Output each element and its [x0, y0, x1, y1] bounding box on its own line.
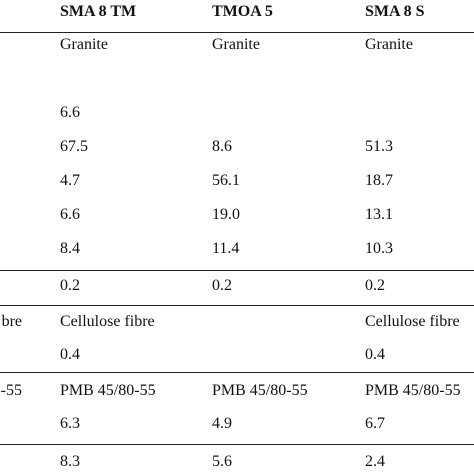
table-cell: Granite — [365, 36, 413, 53]
table-cell: 4.7 — [60, 172, 80, 189]
table-rule — [0, 270, 474, 271]
table-rule — [0, 372, 474, 373]
table-cell: 18.7 — [365, 172, 393, 189]
table-cell: 67.5 — [60, 138, 88, 155]
table-cell: 6.7 — [365, 415, 385, 432]
table-cell: bre — [1, 313, 22, 330]
table-rule — [0, 32, 474, 33]
table-cell: 8.3 — [60, 453, 80, 470]
table-rule — [0, 444, 474, 445]
table-cell: Cellulose fibre — [60, 313, 155, 330]
table-cell: PMB 45/80-55 — [60, 382, 156, 399]
table-cell: 51.3 — [365, 138, 393, 155]
table-cell: 0.4 — [365, 346, 385, 363]
table-cell: Cellulose fibre — [365, 313, 460, 330]
table-cell: 0.2 — [212, 277, 232, 294]
table-cell: 5.6 — [212, 453, 232, 470]
table-cell: 56.1 — [212, 172, 240, 189]
header-cell: SMA 8 S — [365, 3, 425, 20]
table-cell: 13.1 — [365, 206, 393, 223]
table-cell: 2.4 — [365, 453, 385, 470]
table-cell: 4.9 — [212, 415, 232, 432]
table-cell: -55 — [0, 382, 22, 399]
table-cell: 8.6 — [212, 138, 232, 155]
table-cell: 8.4 — [60, 240, 80, 257]
table-cell: 10.3 — [365, 240, 393, 257]
table-cell: 6.6 — [60, 206, 80, 223]
table-cell: 6.6 — [60, 104, 80, 121]
header-cell: SMA 8 TM — [60, 3, 137, 20]
table-cell: 6.3 — [60, 415, 80, 432]
table-cell: 0.2 — [60, 277, 80, 294]
table-cell: 19.0 — [212, 206, 240, 223]
table-cell: Granite — [60, 36, 108, 53]
table-cell: 11.4 — [212, 240, 240, 257]
table-cell: Granite — [212, 36, 260, 53]
table-cell: 0.2 — [365, 277, 385, 294]
table-cell: PMB 45/80-55 — [212, 382, 308, 399]
table-cell: 0.4 — [60, 346, 80, 363]
table-cell: PMB 45/80-55 — [365, 382, 461, 399]
table-rule — [0, 305, 474, 306]
header-cell: TMOA 5 — [212, 3, 273, 20]
